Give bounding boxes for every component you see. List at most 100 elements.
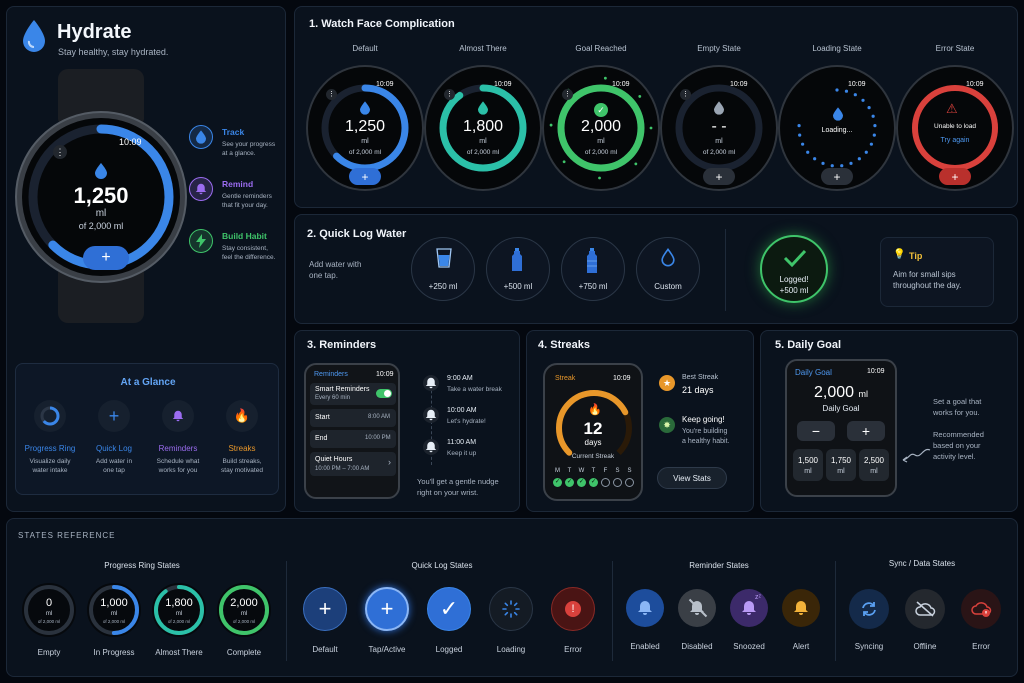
feature-desc-1: Stay consistent, <box>222 245 268 252</box>
end-time-row[interactable]: End 10:00 PM <box>310 430 396 448</box>
sync-state-sync-icon[interactable] <box>849 589 889 629</box>
hero-value: 1,250 <box>73 183 129 208</box>
add-button[interactable]: + <box>821 168 853 185</box>
quick-log-bottle-large-button[interactable]: +750 ml <box>561 237 625 301</box>
smart-reminders-sub: Every 60 min <box>315 395 351 401</box>
loading-dot <box>873 124 877 128</box>
reminder-state-bell-snooze-icon[interactable]: zᶻ <box>730 589 768 627</box>
menu-icon[interactable]: ⋮ <box>680 89 691 100</box>
smart-reminders-toggle[interactable] <box>376 389 392 398</box>
face-value: - - <box>711 118 727 135</box>
menu-icon[interactable]: ⋮ <box>562 89 573 100</box>
hero-menu-icon[interactable]: ⋮ <box>53 145 67 159</box>
face-time: 10:09 <box>376 81 394 88</box>
loading-text: Loading... <box>821 127 853 134</box>
check-icon: ✓ <box>594 103 608 117</box>
quick-state-label: Logged <box>435 645 463 654</box>
sparkle-dot <box>634 162 638 166</box>
goal-screen-time: 10:09 <box>867 368 885 375</box>
state-ring-fill <box>154 585 204 635</box>
day-complete-icon: ✓ <box>589 478 598 487</box>
menu-icon[interactable]: ⋮ <box>326 89 337 100</box>
quick-state-loading-spinner-icon[interactable] <box>489 587 533 631</box>
smart-reminders-label: Smart Reminders <box>315 386 370 393</box>
face-label: Goal Reached <box>575 44 627 53</box>
retry-button[interactable]: + <box>939 168 971 185</box>
watch-face-3[interactable]: 10:09 ⋮ - - ml of 2,000 ml + <box>660 65 778 191</box>
face-ring <box>549 76 653 180</box>
droplet-outline-icon <box>714 101 724 115</box>
watch-face-2[interactable]: 10:09 ⋮ ✓ 2,000 ml of 2,000 ml <box>542 65 660 191</box>
preset-value: 1,500 <box>797 456 819 465</box>
face-goal: of 2,000 ml <box>466 149 500 156</box>
glance-flame-icon: 🔥 <box>226 400 258 432</box>
sync-state-cloud-off-icon[interactable] <box>905 589 945 629</box>
goal-preset-button[interactable]: 1,750 ml <box>826 449 856 481</box>
watch-face-1[interactable]: 10:09 ⋮ 1,800 ml of 2,000 ml <box>424 65 542 191</box>
face-unit: ml <box>715 138 723 145</box>
reminders-screen-time: 10:09 <box>376 371 394 378</box>
add-button[interactable]: + <box>703 168 735 185</box>
quick-state-error-alert-icon[interactable]: ! <box>551 587 595 631</box>
menu-icon[interactable]: ⋮ <box>444 89 455 100</box>
flame-icon: 🔥 <box>588 404 602 416</box>
increase-goal-button[interactable]: + <box>847 421 885 441</box>
decrease-goal-button[interactable]: − <box>797 421 835 441</box>
state-ring <box>24 585 74 635</box>
squiggle-arrow-icon <box>901 447 931 463</box>
bottle-large-icon <box>586 248 598 274</box>
try-again-link[interactable]: Try again <box>940 137 970 144</box>
quick-log-glass-button[interactable]: +250 ml <box>411 237 475 301</box>
quick-state-tap-active-plus-icon[interactable]: + <box>365 587 409 631</box>
streak-day-letter: S <box>627 468 632 474</box>
feature-title: Track <box>222 127 245 137</box>
view-stats-button[interactable]: View Stats <box>657 467 727 489</box>
bottle-icon <box>511 248 523 272</box>
glance-item-desc-1: Schedule what <box>156 458 200 465</box>
hero-unit: ml <box>95 208 107 219</box>
tip-card: 💡 Tip Aim for small sips throughout the … <box>880 237 994 307</box>
bell-icon <box>423 439 439 455</box>
sync-state-cloud-error-icon[interactable] <box>961 589 1001 629</box>
state-ring-goal: of 2,000 ml <box>232 619 256 624</box>
hero-add-button[interactable]: + <box>83 246 129 270</box>
quick-state-logged-check-icon[interactable]: ✓ <box>427 587 471 631</box>
smart-reminders-row[interactable]: Smart Reminders Every 60 min <box>310 383 396 405</box>
state-ring <box>219 585 269 635</box>
quick-log-bottle-button[interactable]: +500 ml <box>486 237 550 301</box>
loading-dot <box>861 98 865 102</box>
keep-going-title: Keep going! <box>682 415 725 424</box>
feature-desc-2: feel the difference. <box>222 254 276 261</box>
app-logo-icon <box>21 19 47 53</box>
watch-face-4[interactable]: 10:09 Loading... + <box>778 65 896 191</box>
best-streak-value: 21 days <box>682 385 714 395</box>
watch-face-0[interactable]: 10:09 ⋮ 1,250 ml of 2,000 ml + <box>306 65 424 191</box>
preset-unit: ml <box>837 468 845 475</box>
hero-time: 10:09 <box>119 137 142 147</box>
streak-day-letter: T <box>591 468 596 474</box>
watch-face-5[interactable]: 10:09 ⚠ Unable to load Try again + <box>896 65 1014 191</box>
face-value: 1,800 <box>462 118 504 135</box>
tip-line-1: Aim for small sips <box>893 270 956 279</box>
quick-states-title: Quick Log States <box>411 561 473 570</box>
sync-state-label: Syncing <box>854 642 884 651</box>
reminder-state-bell-icon[interactable] <box>626 589 664 627</box>
feature-title: Build Habit <box>222 231 267 241</box>
glance-item-desc-2: water intake <box>32 467 68 474</box>
start-label: Start <box>315 414 330 421</box>
day-pending-icon <box>625 478 634 487</box>
start-time-row[interactable]: Start 8:00 AM <box>310 409 396 427</box>
section-watch-face: 1. Watch Face Complication Default 10:09 ⋮… <box>294 6 1018 208</box>
quiet-hours-row[interactable]: Quiet Hours 10:00 PM – 7:00 AM › <box>310 452 396 476</box>
goal-preset-button[interactable]: 1,500 ml <box>793 449 823 481</box>
goal-preset-button[interactable]: 2,500 ml <box>859 449 889 481</box>
tip-line-2: throughout the day. <box>893 281 962 290</box>
reminder-state-bell-alert-icon[interactable] <box>782 589 820 627</box>
quick-state-default-plus-icon[interactable]: + <box>303 587 347 631</box>
add-button[interactable]: + <box>349 168 381 185</box>
reminder-state-bell-off-icon[interactable] <box>678 589 716 627</box>
loading-dot <box>844 89 849 93</box>
streak-day-letter: M <box>555 468 560 474</box>
quick-log-droplet-outline-button[interactable]: Custom <box>636 237 700 301</box>
streak-watch: Streak 10:09 🔥 12 days Current Streak M ✓… <box>543 363 643 501</box>
